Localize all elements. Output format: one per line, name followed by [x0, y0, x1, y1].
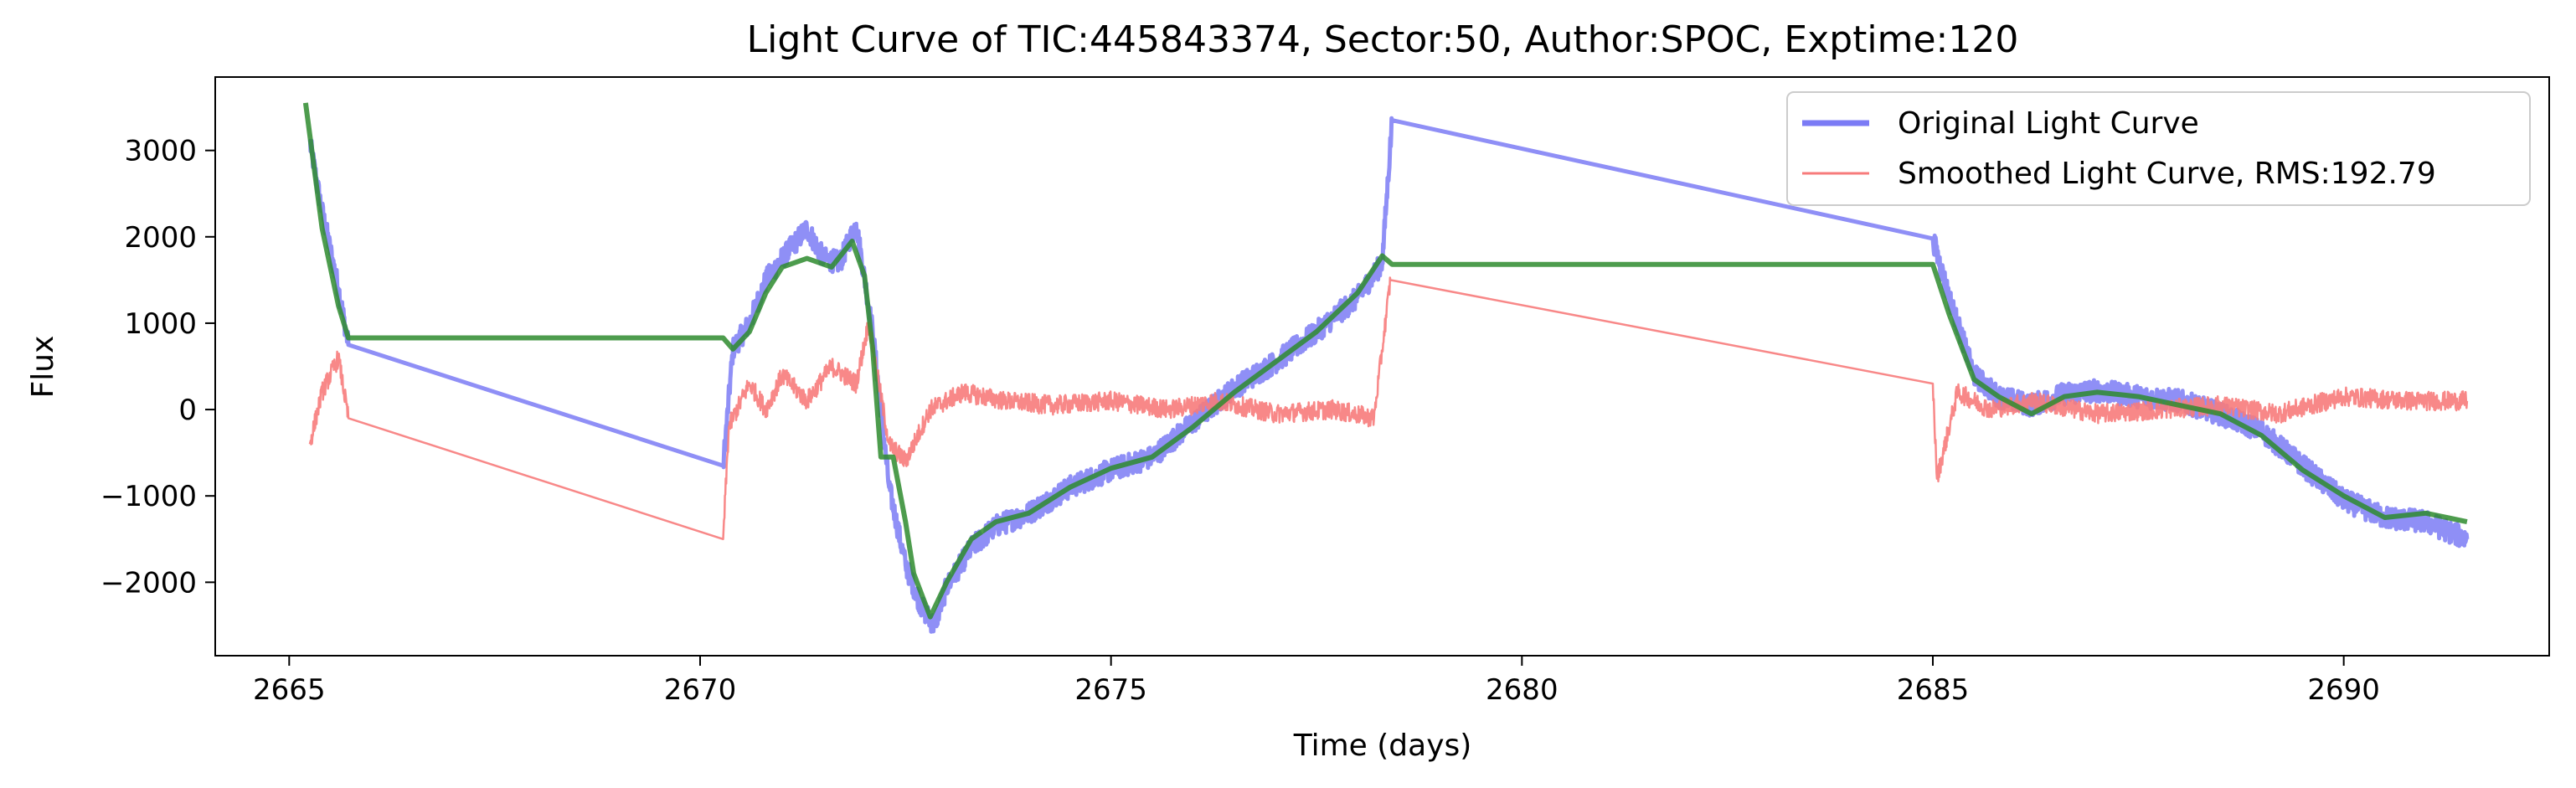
x-tick-label: 2675 [1074, 673, 1147, 707]
x-tick-label: 2670 [664, 673, 737, 707]
y-axis-label: Flux [26, 336, 60, 399]
x-tick-label: 2680 [1486, 673, 1558, 707]
y-tick-label: −2000 [100, 566, 197, 600]
series-smoothed-light-curve [308, 276, 2469, 541]
y-tick-label: 3000 [124, 135, 197, 168]
y-tick-label: −1000 [100, 480, 197, 513]
legend-box [1786, 91, 2531, 206]
legend-label-smoothed: Smoothed Light Curve, RMS:192.79 [1898, 157, 2436, 191]
y-axis-ticks: −2000 −1000 0 1000 2000 3000 [100, 135, 215, 600]
y-tick-label: 1000 [124, 307, 197, 341]
y-tick-label: 2000 [124, 221, 197, 255]
plot-frame [214, 76, 2550, 657]
chart-title: Light Curve of TIC:445843374, Sector:50,… [747, 18, 2019, 61]
series-trend-fit [302, 102, 2468, 620]
x-axis-label: Time (days) [1293, 729, 1472, 763]
legend-label-original: Original Light Curve [1898, 106, 2199, 141]
x-tick-label: 2690 [2307, 673, 2380, 707]
y-tick-label: 0 [178, 394, 197, 427]
x-axis-ticks: 2665 2670 2675 2680 2685 2690 [253, 656, 2380, 707]
x-tick-label: 2685 [1897, 673, 1970, 707]
series-layer [302, 102, 2470, 634]
x-tick-label: 2665 [253, 673, 326, 707]
legend: Original Light Curve Smoothed Light Curv… [1786, 91, 2531, 206]
